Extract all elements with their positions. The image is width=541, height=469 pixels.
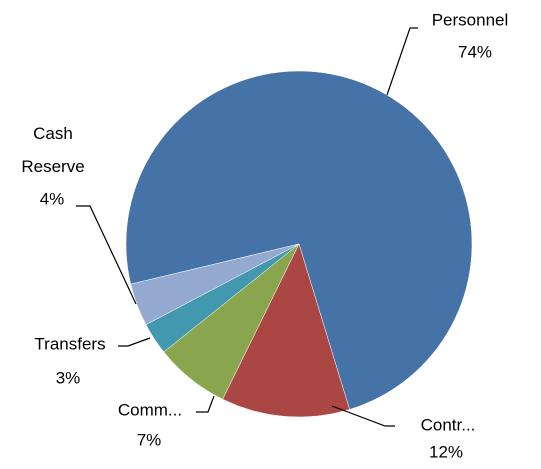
slice-value: 74%: [457, 42, 493, 62]
leader-line: [76, 205, 137, 305]
slice-value: 7%: [136, 430, 162, 450]
pie-slice: [222, 243, 350, 418]
leader-line: [118, 337, 151, 347]
slice-label: Comm...: [117, 400, 183, 420]
slice-label: Personnel: [431, 10, 509, 30]
slice-label: Transfers: [34, 334, 106, 354]
pie: [125, 70, 473, 418]
pie-slice: [125, 70, 473, 410]
slice-value: 4%: [39, 189, 65, 209]
leader-line: [196, 395, 215, 413]
pie-slice: [130, 243, 300, 326]
slice-value: 12%: [428, 442, 464, 462]
slice-label: Contr...: [420, 415, 476, 435]
slice-value: 3%: [55, 368, 81, 388]
leader-line: [386, 27, 418, 96]
leader-line: [331, 405, 395, 427]
slice-label: Cash Reserve: [21, 124, 85, 176]
